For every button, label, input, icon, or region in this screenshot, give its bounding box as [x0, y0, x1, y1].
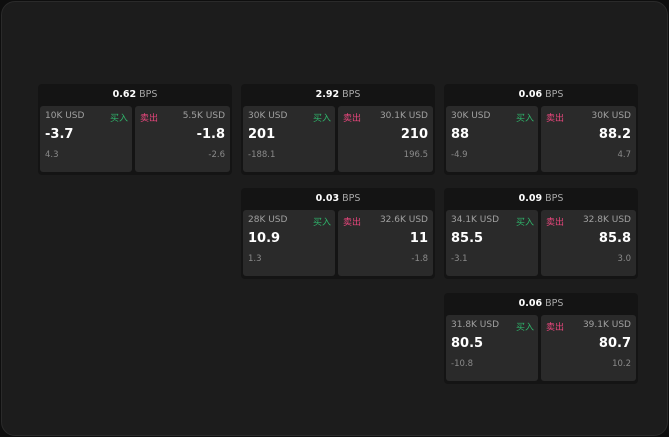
spread-header: 0.06 BPS [444, 293, 638, 314]
buy-change: -188.1 [248, 150, 276, 160]
spread-value: 0.06 [518, 298, 543, 309]
buy-price: 80.5 [451, 336, 484, 351]
sell-quantity: 39.1K USD [582, 320, 631, 330]
buy-price: 88 [451, 127, 470, 142]
buy-label: 买入 [109, 114, 128, 124]
buy-label: 买入 [312, 218, 331, 228]
buy-panel[interactable]: 30K USD 买入 201 -188.1 [243, 106, 335, 172]
spread-unit: BPS [139, 89, 158, 100]
buy-change: 4.3 [45, 150, 59, 160]
buy-change: -4.9 [451, 150, 468, 160]
buy-quantity: 30K USD [451, 111, 491, 121]
sell-quantity: 30K USD [591, 111, 631, 121]
spread-value: 0.03 [315, 193, 340, 204]
sell-price: 210 [400, 127, 428, 142]
sell-price: 88.2 [598, 127, 631, 142]
quote-card: 2.92 BPS 30K USD 买入 201 -188.1 30.1K USD … [241, 84, 435, 175]
buy-quantity: 30K USD [248, 111, 288, 121]
sell-panel[interactable]: 32.8K USD 卖出 85.8 3.0 [541, 210, 636, 276]
sell-change: 10.2 [612, 359, 631, 369]
buy-panel[interactable]: 10K USD 买入 -3.7 4.3 [40, 106, 132, 172]
quote-card: 0.62 BPS 10K USD 买入 -3.7 4.3 5.5K USD 卖出 … [38, 84, 232, 175]
spread-unit: BPS [342, 193, 361, 204]
sell-quantity: 32.6K USD [379, 215, 428, 225]
sell-label: 卖出 [140, 114, 159, 124]
sell-change: 3.0 [617, 254, 631, 264]
sell-quantity: 32.8K USD [582, 215, 631, 225]
sell-change: -1.8 [411, 254, 428, 264]
sell-panel[interactable]: 39.1K USD 卖出 80.7 10.2 [541, 315, 636, 381]
buy-price: 10.9 [248, 231, 281, 246]
spread-unit: BPS [545, 89, 564, 100]
sell-price: 85.8 [598, 231, 631, 246]
quote-card: 0.09 BPS 34.1K USD 买入 85.5 -3.1 32.8K USD… [444, 188, 638, 279]
buy-change: 1.3 [248, 254, 262, 264]
sell-panel[interactable]: 5.5K USD 卖出 -1.8 -2.6 [135, 106, 230, 172]
sell-price: 80.7 [598, 336, 631, 351]
buy-label: 买入 [515, 323, 534, 333]
buy-quantity: 28K USD [248, 215, 288, 225]
buy-panel[interactable]: 28K USD 买入 10.9 1.3 [243, 210, 335, 276]
buy-label: 买入 [312, 114, 331, 124]
sell-label: 卖出 [343, 114, 362, 124]
sell-label: 卖出 [343, 218, 362, 228]
spread-value: 2.92 [315, 89, 340, 100]
sell-label: 卖出 [546, 218, 565, 228]
buy-price: 85.5 [451, 231, 484, 246]
buy-label: 买入 [515, 218, 534, 228]
quote-card: 0.06 BPS 31.8K USD 买入 80.5 -10.8 39.1K US… [444, 293, 638, 384]
buy-quantity: 31.8K USD [451, 320, 500, 330]
spread-unit: BPS [545, 298, 564, 309]
spread-unit: BPS [342, 89, 361, 100]
sell-change: 4.7 [617, 150, 631, 160]
buy-change: -3.1 [451, 254, 468, 264]
buy-price: 201 [248, 127, 276, 142]
spread-header: 0.06 BPS [444, 84, 638, 105]
sell-quantity: 5.5K USD [182, 111, 225, 121]
sell-quantity: 30.1K USD [379, 111, 428, 121]
spread-header: 0.62 BPS [38, 84, 232, 105]
spread-header: 0.09 BPS [444, 188, 638, 209]
spread-header: 0.03 BPS [241, 188, 435, 209]
sell-label: 卖出 [546, 114, 565, 124]
quote-card: 0.03 BPS 28K USD 买入 10.9 1.3 32.6K USD 卖出… [241, 188, 435, 279]
buy-quantity: 10K USD [45, 111, 85, 121]
buy-panel[interactable]: 31.8K USD 买入 80.5 -10.8 [446, 315, 538, 381]
spread-header: 2.92 BPS [241, 84, 435, 105]
sell-panel[interactable]: 30K USD 卖出 88.2 4.7 [541, 106, 636, 172]
sell-label: 卖出 [546, 323, 565, 333]
sell-panel[interactable]: 30.1K USD 卖出 210 196.5 [338, 106, 433, 172]
sell-panel[interactable]: 32.6K USD 卖出 11 -1.8 [338, 210, 433, 276]
buy-label: 买入 [515, 114, 534, 124]
spread-value: 0.06 [518, 89, 543, 100]
sell-change: 196.5 [403, 150, 428, 160]
buy-quantity: 34.1K USD [451, 215, 500, 225]
sell-change: -2.6 [208, 150, 225, 160]
buy-panel[interactable]: 30K USD 买入 88 -4.9 [446, 106, 538, 172]
sell-price: 11 [409, 231, 428, 246]
buy-price: -3.7 [45, 127, 74, 142]
spread-value: 0.09 [518, 193, 543, 204]
buy-panel[interactable]: 34.1K USD 买入 85.5 -3.1 [446, 210, 538, 276]
sell-price: -1.8 [196, 127, 225, 142]
quote-card: 0.06 BPS 30K USD 买入 88 -4.9 30K USD 卖出 88… [444, 84, 638, 175]
spread-unit: BPS [545, 193, 564, 204]
spread-value: 0.62 [112, 89, 137, 100]
buy-change: -10.8 [451, 359, 473, 369]
